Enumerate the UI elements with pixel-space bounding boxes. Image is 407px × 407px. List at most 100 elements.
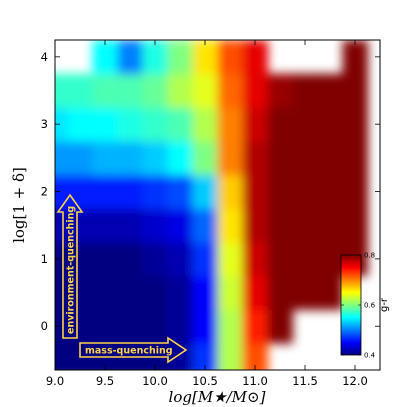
heatmap-cell <box>342 73 369 108</box>
heatmap-cell <box>67 73 94 108</box>
heatmap-cell <box>55 174 69 209</box>
heatmap-cell <box>117 40 144 75</box>
heatmap-cell <box>217 107 244 142</box>
heatmap-cell <box>267 141 294 176</box>
heatmap-cell <box>167 309 194 344</box>
heatmap-cell <box>92 141 119 176</box>
colorbar-tick-label: 0.8 <box>364 252 375 260</box>
heatmap-cell <box>292 242 319 277</box>
heatmap-cell <box>342 174 369 209</box>
x-tick-label: 11.0 <box>242 374 268 388</box>
heatmap-cell <box>55 242 69 277</box>
heatmap-cell <box>292 208 319 243</box>
heatmap-cell <box>267 73 294 108</box>
heatmap-smoothed <box>55 40 369 370</box>
heatmap-cell <box>267 242 294 277</box>
heatmap-cell <box>192 40 219 75</box>
heatmap-cell <box>267 309 294 344</box>
y-tick-label: 2 <box>41 185 48 199</box>
heatmap-cell <box>142 107 169 142</box>
y-tick-label: 1 <box>41 252 48 266</box>
mass-quenching-label: mass-quenching <box>85 346 173 357</box>
heatmap-cell <box>292 107 319 142</box>
plot-area: 9.0 9.5 10.0 10.5 11.0 11.5 12.0 0 1 2 3 4 <box>41 39 381 388</box>
heatmap-cell <box>192 275 219 310</box>
colorbar: 0.4 0.6 0.8 g-r <box>340 252 390 360</box>
x-tick-label: 10.5 <box>192 374 218 388</box>
heatmap-cell <box>242 309 269 344</box>
heatmap-cell <box>242 343 269 370</box>
heatmap-cell <box>292 174 319 209</box>
heatmap-cell <box>142 275 169 310</box>
heatmap-cell <box>292 275 319 310</box>
heatmap-cell <box>117 141 144 176</box>
x-tick-label: 10.0 <box>142 374 168 388</box>
heatmap-cell <box>55 275 69 310</box>
heatmap-cell <box>142 40 169 75</box>
heatmap-cell <box>192 174 219 209</box>
colorbar-tick-label: 0.4 <box>364 352 376 360</box>
heatmap-cell <box>217 141 244 176</box>
heatmap-cell <box>317 141 344 176</box>
heatmap-cell <box>267 275 294 310</box>
x-axis-label: log[M★/M⊙] <box>169 388 266 406</box>
heatmap-cell <box>217 343 244 370</box>
heatmap-cell <box>217 174 244 209</box>
heatmap-cell <box>92 40 119 75</box>
plot-frame <box>54 39 381 371</box>
heatmap-cell <box>55 208 69 243</box>
heatmap-cell <box>167 141 194 176</box>
heatmap-cell <box>55 107 69 142</box>
heatmap-cell <box>167 343 194 370</box>
heatmap-cell <box>92 107 119 142</box>
heatmap-cell <box>167 242 194 277</box>
heatmap-cell <box>167 40 194 75</box>
heatmap-cell <box>292 73 319 108</box>
y-tick-label: 4 <box>41 50 48 64</box>
heatmap-cell <box>242 40 269 75</box>
heatmap-cell <box>317 208 344 243</box>
x-tick-label: 11.5 <box>292 374 318 388</box>
heatmap-cell <box>192 73 219 108</box>
heatmap-cell <box>217 275 244 310</box>
heatmap-cell <box>92 208 119 243</box>
mass-quenching-annotation: mass-quenching <box>79 336 188 364</box>
heatmap-cell <box>242 107 269 142</box>
heatmap-cell <box>217 73 244 108</box>
heatmap-cell <box>92 174 119 209</box>
heatmap-cell <box>267 107 294 142</box>
heatmap-cell <box>317 73 344 108</box>
heatmap-cell <box>242 208 269 243</box>
heatmap-cell <box>317 275 344 310</box>
heatmap-cell <box>217 208 244 243</box>
heatmap-cell <box>117 107 144 142</box>
heatmap-cell <box>167 275 194 310</box>
heatmap-cell <box>167 73 194 108</box>
heatmap-cell <box>342 208 369 243</box>
colorbar-ticks: 0.4 0.6 0.8 <box>341 252 376 360</box>
heatmap-cell <box>317 107 344 142</box>
heatmap-cell <box>317 174 344 209</box>
x-tick-label: 9.5 <box>96 374 114 388</box>
heatmap-cell <box>92 242 119 277</box>
heatmap-cell <box>192 208 219 243</box>
heatmap-cell <box>67 242 94 277</box>
heatmap-cell <box>242 174 269 209</box>
heatmap-cell <box>342 107 369 142</box>
heatmap-cell <box>67 141 94 176</box>
heatmap-cell <box>142 242 169 277</box>
heatmap-cell <box>242 242 269 277</box>
y-tick-label: 0 <box>41 319 48 333</box>
heatmap-cell <box>92 73 119 108</box>
heatmap-cell <box>117 174 144 209</box>
heatmap-cell <box>217 40 244 75</box>
heatmap-cell <box>267 208 294 243</box>
heatmap-cell <box>117 73 144 108</box>
mass-quenching-arrow <box>79 336 188 364</box>
heatmap-cell <box>92 275 119 310</box>
heatmap-cells <box>55 40 369 370</box>
heatmap-cell <box>117 242 144 277</box>
heatmap-cell <box>142 141 169 176</box>
heatmap-cell <box>142 309 169 344</box>
